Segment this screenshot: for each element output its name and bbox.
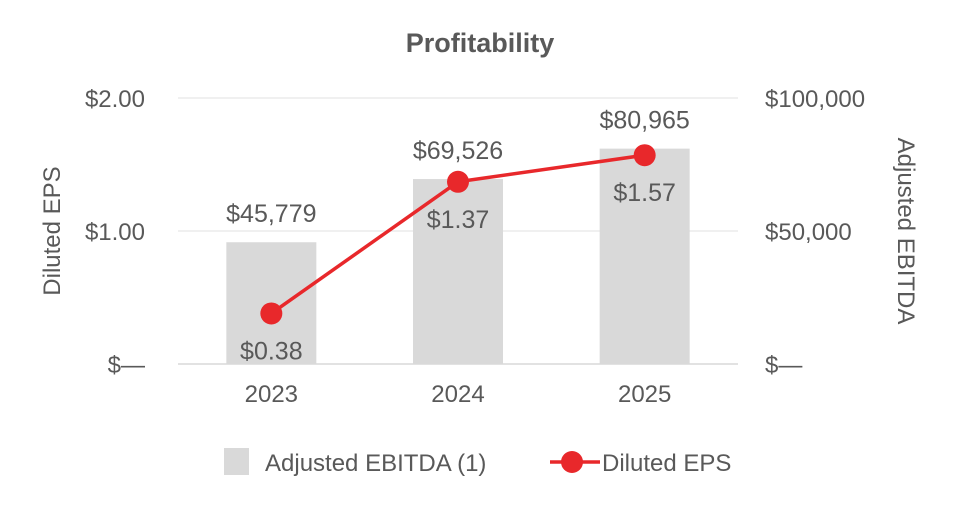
left-axis-title: Diluted EPS: [39, 166, 66, 295]
point-diluted-eps: [633, 144, 656, 167]
legend-marker-diluted-eps: [561, 451, 583, 473]
data-label-diluted-eps: $1.37: [427, 206, 490, 234]
bar-series-adjusted-ebitda: [226, 148, 690, 364]
right-axis-title: Adjusted EBITDA: [892, 138, 919, 325]
left-axis-tick-label: $1.00: [85, 219, 145, 246]
data-labels: $45,779 $69,526 $80,965 $0.38 $1.37 $1.57: [226, 107, 690, 366]
bar-adjusted-ebitda: [413, 179, 503, 364]
left-axis-tick-label: $2.00: [85, 86, 145, 113]
left-axis-tick-label: $—: [108, 352, 145, 379]
x-axis-tick-label: 2025: [618, 381, 671, 408]
axes: $— $1.00 $2.00 $— $50,000 $100,000 2023 2024 202…: [85, 86, 865, 408]
data-label-adjusted-ebitda: $80,965: [599, 107, 689, 135]
legend: Adjusted EBITDA (1) Diluted EPS: [224, 448, 731, 477]
legend-label-adjusted-ebitda: Adjusted EBITDA (1): [265, 450, 486, 477]
legend-swatch-adjusted-ebitda: [224, 448, 249, 475]
bar-adjusted-ebitda: [599, 148, 690, 364]
legend-label-diluted-eps: Diluted EPS: [602, 450, 731, 477]
x-axis-tick-label: 2023: [245, 381, 298, 408]
point-diluted-eps: [447, 170, 469, 193]
line-series-diluted-eps: [260, 144, 656, 325]
right-axis-tick-label: $50,000: [765, 219, 852, 246]
data-label-adjusted-ebitda: $69,526: [413, 137, 503, 165]
right-axis-tick-label: $—: [765, 352, 802, 379]
data-label-adjusted-ebitda: $45,779: [226, 200, 316, 228]
data-label-diluted-eps: $1.57: [613, 179, 676, 207]
x-axis-tick-label: 2024: [431, 381, 484, 408]
right-axis-tick-label: $100,000: [765, 86, 865, 113]
chart-title: Profitability: [406, 28, 555, 58]
data-label-diluted-eps: $0.38: [240, 337, 303, 365]
point-diluted-eps: [260, 302, 283, 325]
